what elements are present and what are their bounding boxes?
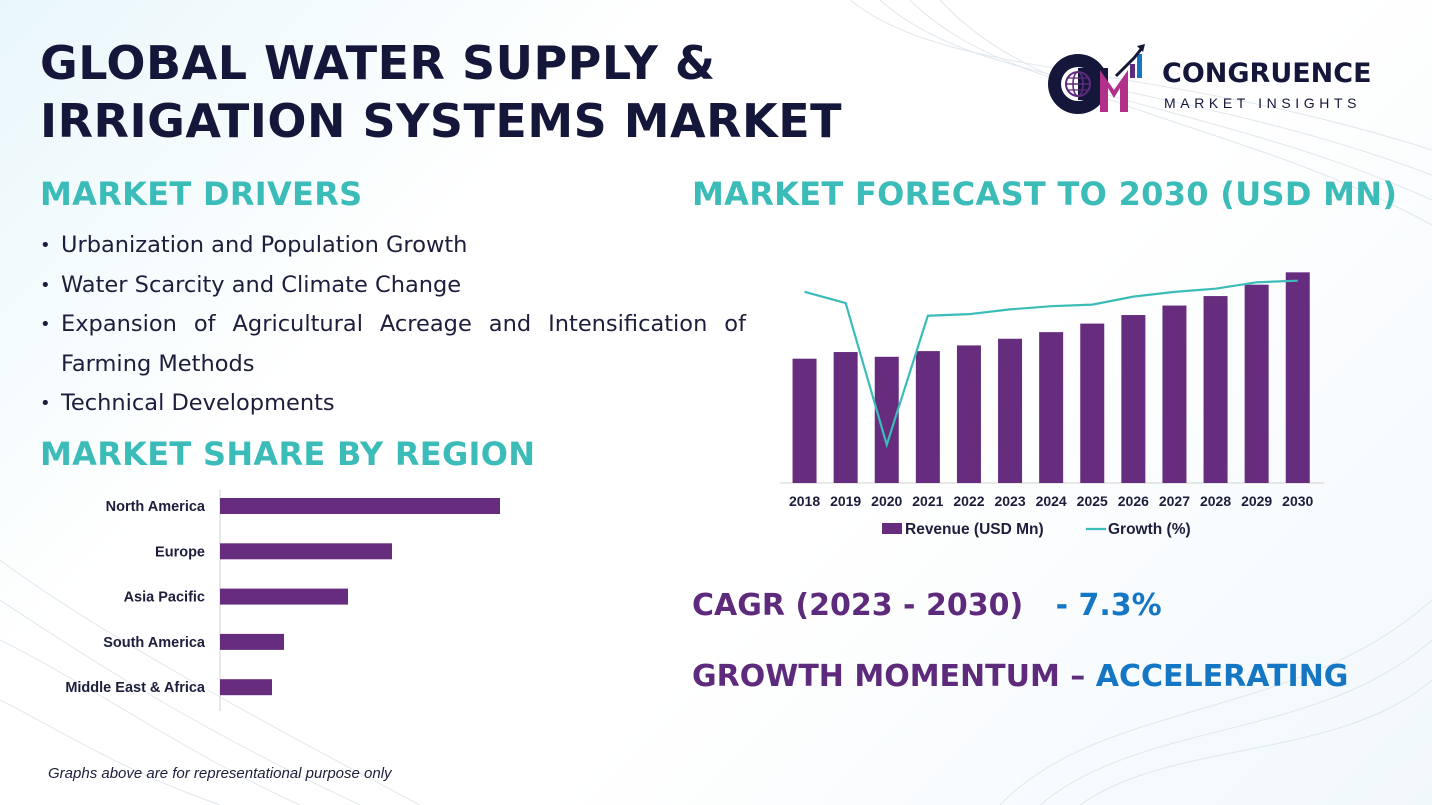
region-tick-label: North America: [106, 499, 206, 515]
growth-line: [804, 279, 1298, 449]
forecast-tick-label: 2026: [1118, 493, 1149, 509]
forecast-tick-label: 2022: [953, 493, 984, 509]
driver-item: Expansion of Agricultural Acreage and In…: [40, 305, 746, 384]
brand-name: CONGRUENCE: [1162, 58, 1372, 89]
forecast-tick-label: 2025: [1077, 493, 1108, 509]
forecast-tick-label: 2024: [1036, 493, 1067, 509]
forecast-tick-label: 2021: [912, 493, 943, 509]
drivers-heading: MARKET DRIVERS: [40, 175, 363, 213]
region-bar: [220, 498, 500, 514]
forecast-bar: [1244, 284, 1269, 483]
drivers-list: Urbanization and Population Growth Water…: [40, 226, 746, 424]
forecast-tick-label: 2030: [1282, 493, 1313, 509]
legend-revenue-swatch: [882, 523, 902, 534]
region-share-chart: North America Europe Asia Pacific South Ame…: [65, 490, 500, 711]
region-bar: [220, 633, 284, 650]
brand-logo: CONGRUENCE MARKET INSIGHTS: [1044, 40, 1404, 120]
brand-subtitle: MARKET INSIGHTS: [1164, 95, 1362, 111]
forecast-bar: [1080, 323, 1105, 483]
forecast-bar: [915, 351, 940, 483]
forecast-heading: MARKET FORECAST TO 2030 (USD MN): [692, 175, 1398, 213]
cagr-metric: CAGR (2023 - 2030) - 7.3%: [692, 588, 1162, 623]
forecast-bar: [1162, 305, 1187, 483]
legend-growth-label: Growth (%): [1108, 521, 1191, 538]
forecast-bar: [998, 338, 1023, 483]
forecast-bar: [956, 345, 981, 483]
driver-item: Technical Developments: [40, 384, 746, 424]
region-bar: [220, 679, 272, 696]
region-tick-label: South America: [103, 635, 206, 651]
forecast-bar: [1039, 332, 1064, 483]
forecast-tick-label: 2023: [994, 493, 1025, 509]
forecast-chart: 2018 2019 2020 2021 2022 2023 2024 2025 2026 2027…: [780, 272, 1325, 538]
momentum-value: ACCELERATING: [1095, 659, 1349, 694]
momentum-label: GROWTH MOMENTUM –: [692, 659, 1086, 694]
forecast-tick-label: 2029: [1241, 493, 1272, 509]
forecast-tick-label: 2028: [1200, 493, 1231, 509]
forecast-bar: [1121, 315, 1146, 483]
forecast-tick-label: 2019: [830, 493, 861, 509]
cm-logo-icon: [1048, 44, 1145, 114]
legend-revenue-label: Revenue (USD Mn): [905, 521, 1044, 538]
footnote: Graphs above are for representational pu…: [48, 765, 392, 782]
cagr-value: - 7.3%: [1055, 588, 1162, 623]
region-tick-label: Europe: [155, 544, 205, 560]
forecast-tick-label: 2018: [789, 493, 820, 509]
forecast-bar: [1285, 272, 1310, 483]
region-bar: [220, 588, 348, 605]
cagr-label: CAGR (2023 - 2030): [692, 588, 1024, 623]
forecast-tick-label: 2027: [1159, 493, 1190, 509]
region-heading: MARKET SHARE BY REGION: [40, 435, 536, 473]
region-tick-label: Middle East & Africa: [65, 680, 206, 696]
growth-momentum: GROWTH MOMENTUM – ACCELERATING: [692, 659, 1348, 694]
driver-item: Urbanization and Population Growth: [40, 226, 746, 266]
forecast-bar: [1203, 296, 1228, 483]
forecast-bar: [792, 358, 817, 483]
page-title: GLOBAL WATER SUPPLY & IRRIGATION SYSTEMS…: [40, 36, 843, 148]
region-tick-label: Asia Pacific: [124, 590, 205, 606]
forecast-tick-label: 2020: [871, 493, 902, 509]
region-bar: [220, 543, 392, 560]
driver-item: Water Scarcity and Climate Change: [40, 266, 746, 306]
forecast-bar: [833, 352, 858, 483]
